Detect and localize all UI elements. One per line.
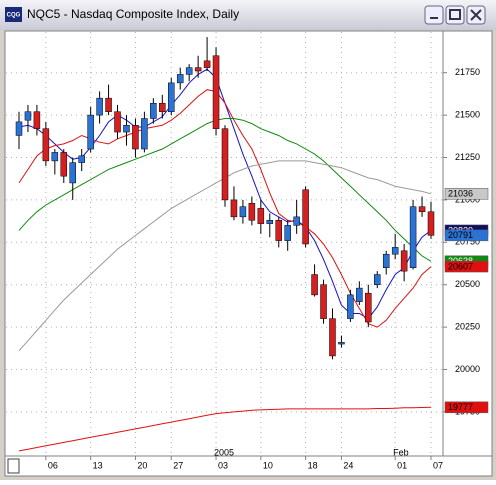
candle-body xyxy=(96,97,103,116)
candle-body xyxy=(15,121,23,136)
candle-body xyxy=(78,155,85,163)
candle-body xyxy=(24,111,32,121)
candle-body xyxy=(87,114,94,150)
x-tick-label: 10 xyxy=(263,460,273,470)
ma-line xyxy=(18,406,432,452)
candle-body xyxy=(248,203,256,221)
candle-body xyxy=(239,206,247,218)
candle-body xyxy=(69,162,76,184)
candle-body xyxy=(33,111,41,129)
minimize-icon xyxy=(430,17,438,19)
candle-body xyxy=(284,225,291,241)
x-tick-label: 13 xyxy=(93,460,103,470)
price-label: 20607 xyxy=(448,261,473,271)
candle-body xyxy=(42,128,50,162)
x-period-label: Feb xyxy=(393,447,409,457)
candle-body xyxy=(365,292,372,323)
chart-title: NQC5 - Nasdaq Composite Index, Daily xyxy=(27,7,239,21)
candle-body xyxy=(60,152,68,177)
y-tick-label: 21750 xyxy=(455,67,480,77)
candle-body xyxy=(293,216,300,226)
y-tick-label: 20000 xyxy=(455,364,480,374)
x-tick-label: 06 xyxy=(48,460,58,470)
y-tick-label: 20500 xyxy=(455,279,480,289)
candle-body xyxy=(329,318,336,357)
price-label: 20791 xyxy=(448,230,473,240)
app-icon xyxy=(5,7,22,22)
y-tick-label: 21250 xyxy=(455,152,480,162)
candle-body xyxy=(347,294,354,319)
maximize-button[interactable] xyxy=(445,5,465,25)
candle-body xyxy=(123,125,130,133)
price-label: 21036 xyxy=(448,189,473,199)
x-tick-label: 24 xyxy=(343,460,353,470)
y-tick-label: 20750 xyxy=(455,237,480,247)
candle-body xyxy=(427,211,435,236)
price-label-box xyxy=(444,188,489,200)
candle-body xyxy=(391,247,399,255)
candle-body xyxy=(374,274,381,285)
candle-body xyxy=(230,199,238,218)
x-tick-label: 20 xyxy=(137,460,147,470)
candle-body xyxy=(382,253,390,268)
y-tick-label: 20250 xyxy=(455,321,480,331)
price-label-box xyxy=(444,401,489,414)
candle-body xyxy=(275,220,282,241)
candle-body xyxy=(302,189,309,245)
candle-body xyxy=(141,118,148,150)
candle-body xyxy=(105,97,112,112)
x-tick-label: 27 xyxy=(173,460,183,470)
app-icon-text: CQG xyxy=(7,13,21,19)
price-label-box xyxy=(444,229,489,242)
candle-body xyxy=(400,250,408,272)
x-period-label: 2005 xyxy=(214,447,234,457)
x-tick-label: 07 xyxy=(433,460,443,470)
candle-body xyxy=(257,208,265,224)
candle-body xyxy=(51,152,59,162)
candle-body xyxy=(203,60,211,68)
price-label-box xyxy=(444,260,489,273)
x-tick-label: 01 xyxy=(397,460,407,470)
candle-body xyxy=(212,55,220,129)
title-bar xyxy=(0,0,496,30)
y-tick-label: 21500 xyxy=(455,109,480,119)
scroll-box[interactable] xyxy=(7,458,20,474)
candle-body xyxy=(150,102,157,119)
price-label: 19777 xyxy=(448,402,473,412)
candle-body xyxy=(159,102,166,112)
candle-body xyxy=(221,128,229,201)
candle-body xyxy=(409,206,417,268)
minimize-button[interactable] xyxy=(424,5,444,25)
candle-body xyxy=(311,274,318,296)
candle-body xyxy=(176,74,184,84)
candle-body xyxy=(418,206,426,213)
x-tick-label: 18 xyxy=(308,460,318,470)
x-tick-label: 03 xyxy=(218,460,228,470)
candle-body xyxy=(185,67,193,75)
candle-body xyxy=(168,82,175,112)
ma-line xyxy=(18,118,432,262)
candle-body xyxy=(338,342,345,345)
window-buttons xyxy=(424,5,486,25)
maximize-icon xyxy=(449,9,461,20)
candle-body xyxy=(356,287,363,302)
close-icon xyxy=(470,9,482,21)
candle-body xyxy=(132,125,139,150)
candle-body xyxy=(194,67,202,72)
candle-body xyxy=(266,220,274,224)
candle-body xyxy=(114,111,121,133)
candle-body xyxy=(320,284,327,319)
